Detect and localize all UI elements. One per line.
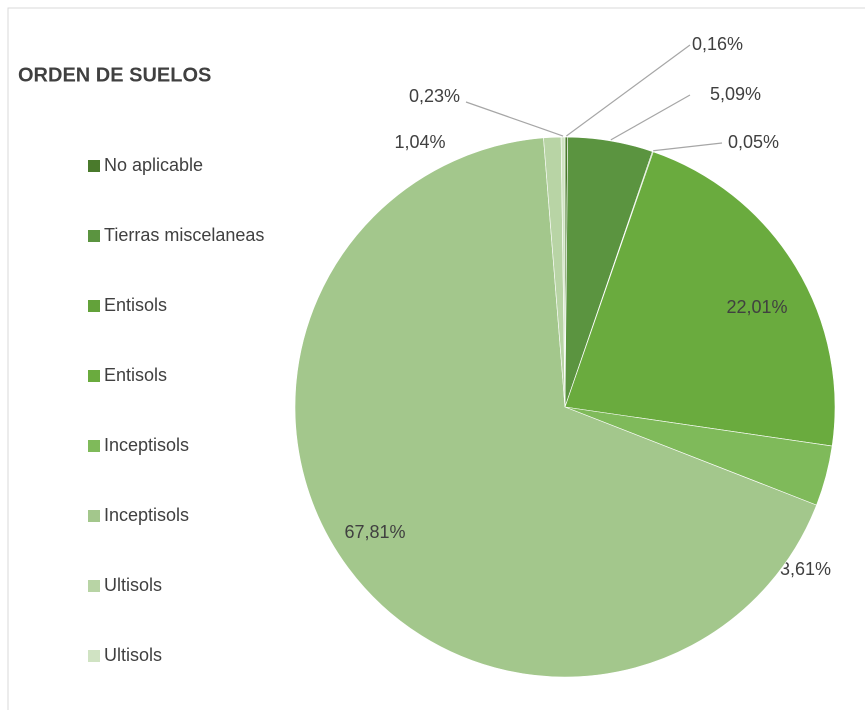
data-label: 0,23%	[409, 86, 460, 106]
legend-swatch	[88, 580, 100, 592]
legend-swatch	[88, 510, 100, 522]
legend-label: Tierras miscelaneas	[104, 225, 264, 245]
legend-label: Entisols	[104, 365, 167, 385]
legend-swatch	[88, 230, 100, 242]
legend-label: Inceptisols	[104, 505, 189, 525]
data-label: 5,09%	[710, 84, 761, 104]
leader-line	[653, 142, 723, 152]
data-label: 22,01%	[726, 297, 787, 317]
legend-swatch	[88, 370, 100, 382]
legend-label: No aplicable	[104, 155, 203, 175]
data-label: 0,05%	[728, 132, 779, 152]
pie-slice	[564, 151, 836, 447]
legend-label: Ultisols	[104, 575, 162, 595]
legend-swatch	[88, 160, 100, 172]
chart-title: ORDEN DE SUELOS	[18, 64, 211, 86]
data-label: 0,16%	[692, 34, 743, 54]
data-label: 67,81%	[344, 522, 405, 542]
leader-line	[610, 94, 691, 141]
legend-swatch	[88, 440, 100, 452]
legend-label: Ultisols	[104, 645, 162, 665]
legend-label: Inceptisols	[104, 435, 189, 455]
legend-swatch	[88, 300, 100, 312]
pie-slice	[294, 137, 817, 678]
leader-line	[465, 101, 564, 137]
legend-label: Entisols	[104, 295, 167, 315]
data-label: 1,04%	[394, 132, 445, 152]
leader-line	[566, 44, 691, 137]
pie-slice	[560, 136, 566, 408]
data-label: 3,61%	[780, 559, 831, 579]
legend-swatch	[88, 650, 100, 662]
